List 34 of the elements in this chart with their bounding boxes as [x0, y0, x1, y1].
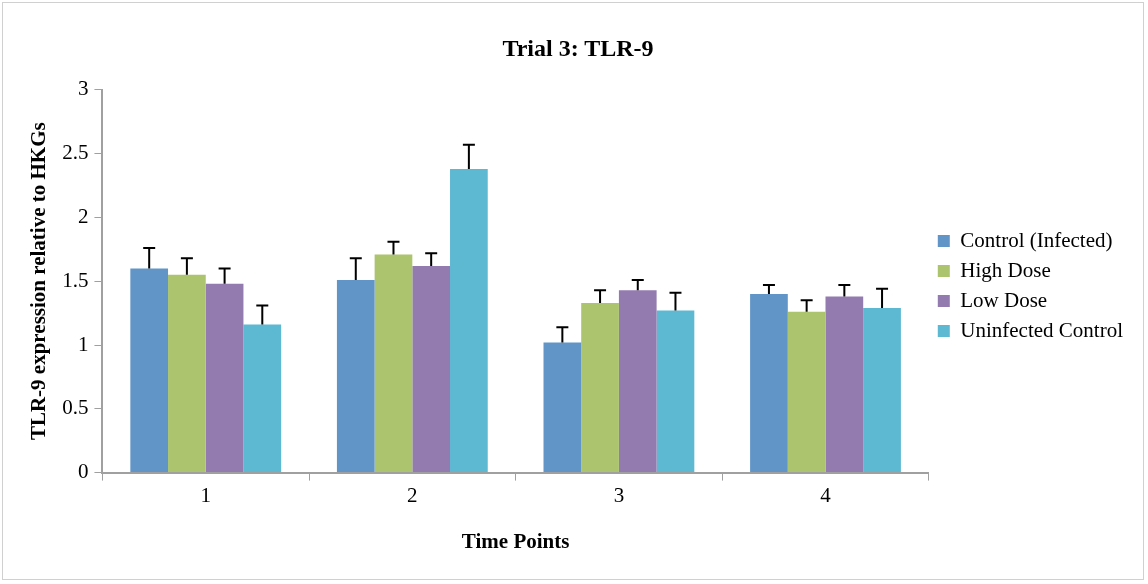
x-tick-label: 1 [200, 482, 211, 507]
y-tick-label: 2.5 [62, 140, 89, 165]
x-tick-label: 2 [407, 482, 418, 507]
bar [336, 279, 375, 473]
x-tick-label: 3 [613, 482, 625, 507]
y-axis-title: TLR-9 expression relative to HKGs [26, 122, 51, 441]
bar [543, 342, 582, 473]
bar [412, 265, 451, 473]
bar [243, 324, 282, 473]
y-tick-label: 3 [77, 76, 89, 101]
x-axis-title: Time Points [461, 528, 570, 553]
legend-label: Uninfected Control [960, 317, 1124, 342]
bar [374, 254, 413, 473]
y-tick-label: 0 [77, 459, 89, 484]
bar [618, 290, 657, 473]
y-tick-label: 0.5 [62, 395, 89, 420]
legend-label: High Dose [960, 257, 1051, 282]
bar [750, 293, 788, 473]
bar [825, 296, 864, 473]
y-tick-label: 2 [77, 203, 89, 228]
bar [130, 268, 169, 473]
x-tick-label: 4 [820, 482, 832, 507]
bar [581, 302, 619, 473]
bar [656, 310, 695, 473]
chart-title: Trial 3: TLR-9 [502, 34, 654, 61]
legend-label: Control (Infected) [960, 227, 1113, 252]
bar [168, 274, 206, 473]
y-tick-label: 1.5 [62, 267, 89, 292]
bar [863, 308, 901, 473]
bar [787, 311, 826, 473]
bar [205, 283, 244, 473]
legend-label: Low Dose [960, 287, 1048, 312]
bar [450, 168, 488, 473]
y-tick-label: 1 [77, 331, 89, 356]
